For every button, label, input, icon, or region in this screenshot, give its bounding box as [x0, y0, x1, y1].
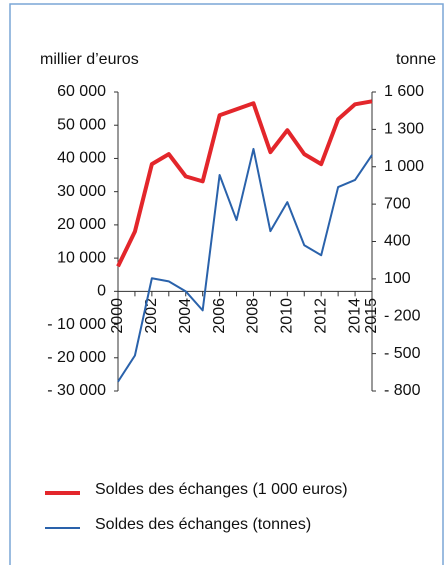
- y2-tick-label: 1 000: [384, 158, 424, 175]
- x-tick-label: 2014: [346, 298, 363, 334]
- y-tick-label: 0: [97, 283, 106, 300]
- y2-tick-label: - 800: [384, 382, 421, 399]
- y-tick-label: 60 000: [57, 83, 106, 100]
- y2-tick-label: 400: [384, 233, 411, 250]
- y-tick-label: 50 000: [57, 116, 106, 133]
- x-tick-label: 2002: [143, 298, 160, 334]
- y-tick-label: 30 000: [57, 183, 106, 200]
- y-tick-label: 10 000: [57, 249, 106, 266]
- y-axis-title: millier d’euros: [40, 51, 139, 68]
- x-tick-label: 2015: [363, 298, 380, 334]
- y2-tick-label: 1 300: [384, 121, 424, 138]
- y2-axis-title: tonne: [396, 51, 436, 68]
- series-line: [116, 99, 373, 268]
- x-tick-label: 2010: [279, 298, 296, 334]
- x-tick-label: 2004: [177, 298, 194, 334]
- y-tick-label: - 30 000: [47, 382, 106, 399]
- frame: [9, 3, 444, 565]
- x-tick-label: 2006: [211, 298, 228, 334]
- legend-label: Soldes des échanges (1 000 euros): [95, 481, 348, 498]
- x-tick-label: 2012: [312, 298, 329, 334]
- y2-tick-label: - 200: [384, 307, 421, 324]
- series-line: [117, 147, 373, 383]
- y2-tick-label: 100: [384, 270, 411, 287]
- y2-tick-label: 1 600: [384, 83, 424, 100]
- y-tick-label: - 10 000: [47, 316, 106, 333]
- y-tick-label: 40 000: [57, 150, 106, 167]
- y2-tick-label: - 500: [384, 345, 421, 362]
- legend-label: Soldes des échanges (tonnes): [95, 516, 311, 533]
- y-tick-label: 20 000: [57, 216, 106, 233]
- x-tick-label: 2008: [245, 298, 262, 334]
- y2-tick-label: 700: [384, 195, 411, 212]
- x-tick-label: 2000: [109, 298, 126, 334]
- y-tick-label: - 20 000: [47, 349, 106, 366]
